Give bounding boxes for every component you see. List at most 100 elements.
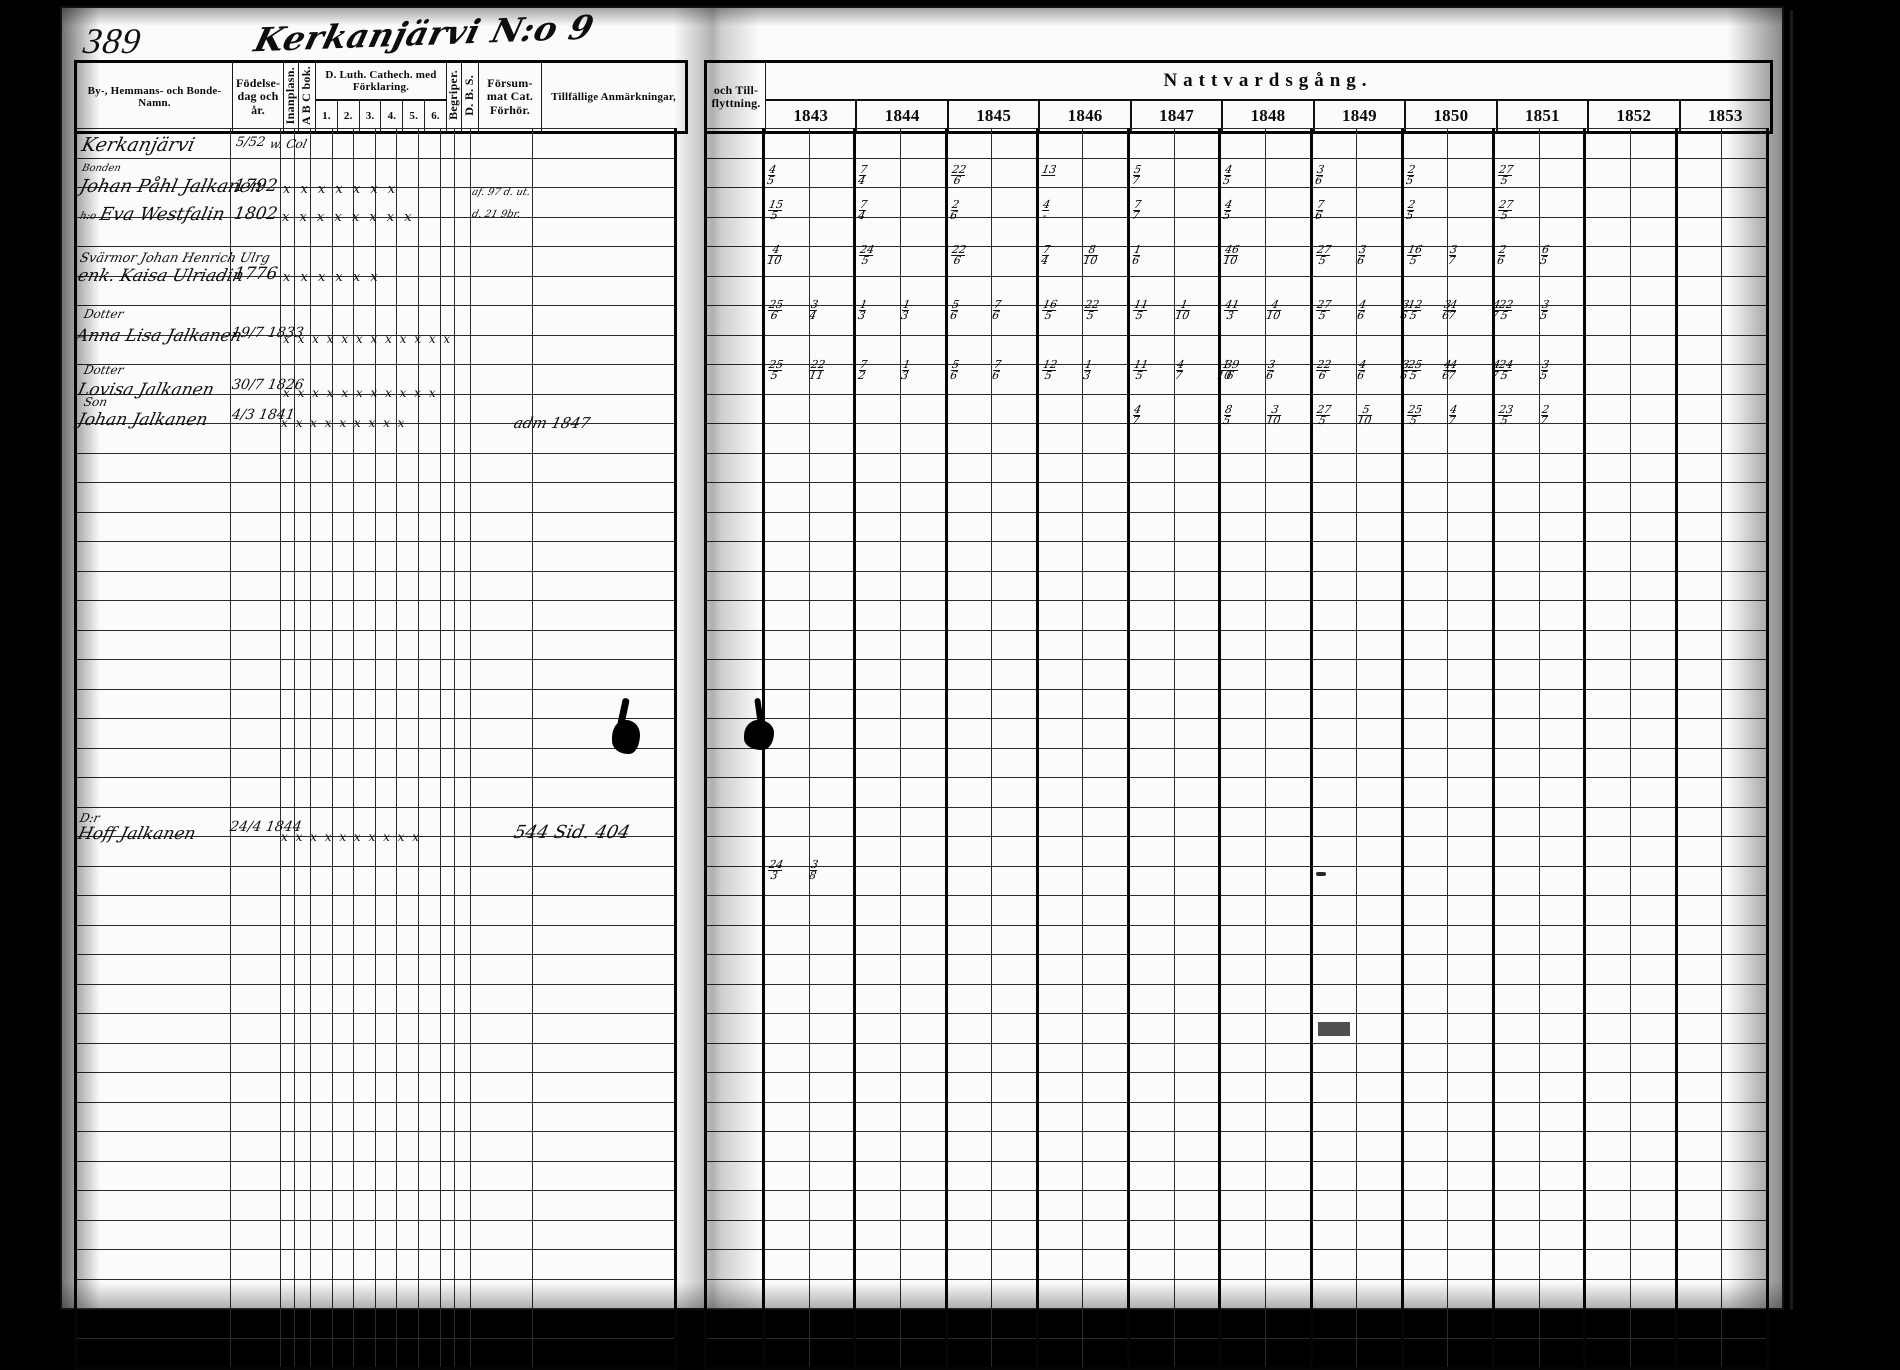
table-cell	[1721, 1249, 1769, 1280]
table-cell	[808, 1042, 856, 1073]
table-cell	[1082, 128, 1129, 159]
table-cell	[808, 659, 856, 690]
table-cell	[469, 541, 533, 572]
table-cell	[396, 1219, 419, 1250]
table-cell	[991, 629, 1038, 660]
table-cell	[1674, 983, 1723, 1014]
table-cell	[374, 275, 398, 306]
table-cell	[353, 865, 376, 896]
table-cell	[808, 334, 856, 365]
table-cell	[704, 1013, 764, 1044]
table-cell	[1447, 1308, 1494, 1339]
table-cell	[230, 836, 281, 867]
table-cell	[1400, 482, 1449, 513]
table-cell	[1583, 1249, 1631, 1280]
table-cell	[1583, 334, 1631, 365]
table-cell	[531, 659, 677, 690]
table-cell	[899, 747, 947, 778]
table-cell	[230, 600, 281, 631]
table-cell	[1583, 1278, 1631, 1309]
table-cell	[899, 216, 947, 247]
table-row	[74, 924, 677, 955]
scan-edge-noise-right	[1780, 0, 1900, 1336]
table-cell	[1218, 659, 1266, 690]
table-cell	[453, 1131, 471, 1162]
table-cell	[1127, 305, 1175, 336]
table-cell	[310, 275, 333, 306]
table-cell	[1583, 1042, 1631, 1073]
table-cell	[853, 688, 901, 719]
table-cell	[1127, 1101, 1175, 1132]
table-cell	[1447, 423, 1494, 454]
table-cell	[280, 865, 295, 896]
table-cell	[439, 688, 455, 719]
table-cell	[1173, 275, 1221, 306]
table-cell	[899, 128, 947, 159]
table-cell	[1082, 1308, 1129, 1339]
table-cell	[1538, 1278, 1586, 1309]
table-cell	[1127, 393, 1175, 424]
table-row	[74, 718, 677, 749]
table-cell	[1356, 1337, 1403, 1370]
table-cell	[1309, 600, 1358, 631]
table-cell	[439, 246, 455, 277]
table-cell	[417, 305, 441, 336]
table-cell	[704, 275, 764, 306]
table-cell	[294, 570, 311, 601]
table-cell	[74, 688, 231, 719]
table-cell	[1127, 423, 1175, 454]
table-cell	[310, 482, 333, 513]
table-cell	[469, 157, 533, 188]
table-cell	[899, 275, 947, 306]
table-cell	[1538, 1072, 1586, 1103]
table-cell	[1264, 541, 1312, 572]
table-cell	[1264, 1131, 1312, 1162]
table-cell	[453, 128, 471, 159]
table-cell	[230, 895, 281, 926]
table-cell	[808, 777, 856, 808]
table-cell	[469, 777, 533, 808]
table-cell	[899, 452, 947, 483]
table-cell	[230, 246, 281, 277]
table-cell	[439, 1013, 455, 1044]
table-cell	[1629, 659, 1677, 690]
table-cell	[1173, 570, 1221, 601]
table-cell	[1218, 865, 1266, 896]
table-cell	[1721, 1308, 1769, 1339]
table-row	[74, 541, 677, 572]
table-cell	[1400, 1160, 1449, 1191]
table-cell	[1082, 1101, 1129, 1132]
table-cell	[899, 895, 947, 926]
table-row	[74, 511, 677, 542]
table-cell	[1583, 482, 1631, 513]
table-cell	[453, 1072, 471, 1103]
table-cell	[1400, 983, 1449, 1014]
table-row	[74, 393, 677, 424]
table-cell	[1127, 983, 1175, 1014]
table-cell	[762, 187, 810, 218]
table-cell	[417, 128, 441, 159]
table-cell	[944, 688, 993, 719]
table-cell	[762, 1308, 810, 1339]
table-cell	[1674, 600, 1723, 631]
table-cell	[469, 836, 533, 867]
table-cell	[808, 1249, 856, 1280]
table-row	[74, 334, 677, 365]
table-cell	[1264, 865, 1312, 896]
table-cell	[1721, 659, 1769, 690]
table-cell	[1447, 629, 1494, 660]
table-cell	[230, 128, 281, 159]
table-cell	[1173, 659, 1221, 690]
table-cell	[1173, 1219, 1221, 1250]
table-cell	[280, 1249, 295, 1280]
table-cell	[310, 157, 333, 188]
table-cell	[331, 629, 355, 660]
table-cell	[1721, 511, 1769, 542]
table-cell	[531, 1219, 677, 1250]
table-cell	[762, 482, 810, 513]
table-cell	[1721, 777, 1769, 808]
table-cell	[294, 423, 311, 454]
year-header-1846: 1846	[1040, 101, 1132, 131]
table-row	[74, 364, 677, 395]
table-cell	[1356, 1249, 1403, 1280]
